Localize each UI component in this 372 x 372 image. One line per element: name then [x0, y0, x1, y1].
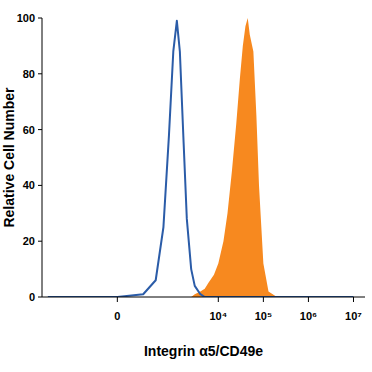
histogram-area	[48, 18, 354, 297]
y-tick	[38, 185, 42, 186]
y-tick-label: 80	[23, 68, 35, 80]
histogram-line	[48, 21, 354, 297]
x-tick	[353, 297, 354, 302]
y-tick	[38, 73, 42, 74]
x-tick-label: 10⁶	[300, 310, 317, 322]
y-tick	[38, 241, 42, 242]
x-axis-label: Integrin α5/CD49e	[144, 343, 263, 359]
x-tick	[263, 297, 264, 302]
y-axis-label: Relative Cell Number	[1, 87, 17, 228]
x-tick-label: 10⁴	[209, 310, 227, 322]
y-tick-label: 60	[23, 124, 35, 136]
y-tick	[38, 297, 42, 298]
y-tick	[38, 129, 42, 130]
x-tick-label: 10⁷	[345, 310, 362, 322]
y-tick-label: 20	[23, 235, 35, 247]
x-axis	[42, 297, 365, 298]
y-tick-label: 0	[29, 291, 35, 303]
x-tick-label: 10⁵	[255, 310, 272, 322]
x-tick	[218, 297, 219, 302]
y-axis	[42, 18, 43, 297]
x-tick	[117, 297, 118, 302]
y-tick-label: 40	[23, 179, 35, 191]
x-tick-label: 0	[114, 310, 120, 322]
plot-area	[48, 18, 354, 297]
y-tick-label: 100	[17, 12, 35, 24]
y-tick	[38, 18, 42, 19]
chart: 0 20 40 60 80 100 0 10⁴ 10⁵ 10⁶ 10⁷ Integrin α5/CD4…	[0, 0, 372, 372]
x-tick	[308, 297, 309, 302]
